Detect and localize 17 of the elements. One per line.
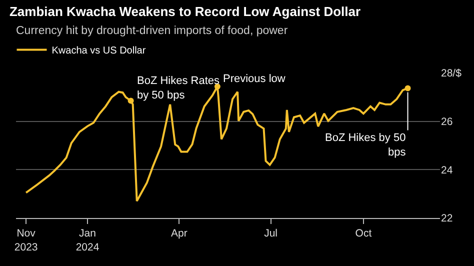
x-tick-label: Nov 2023 xyxy=(14,228,38,254)
annotation: BoZ Hikes Rates by 50 bps xyxy=(137,75,220,102)
y-tick-label: 24 xyxy=(441,164,453,176)
x-tick-label: Apr xyxy=(170,228,188,240)
chart-subtitle: Currency hit by drought-driven imports of food, power xyxy=(16,25,288,37)
y-tick-label: 22 xyxy=(441,212,453,225)
annotation: BoZ Hikes by 50 bps xyxy=(325,132,406,158)
point xyxy=(128,98,134,104)
y-tick-label: 26 xyxy=(441,116,453,128)
point xyxy=(404,85,411,92)
x-tick-label: Jul xyxy=(264,228,278,240)
x-tick-label: Oct xyxy=(355,228,372,240)
chart-title: Zambian Kwacha Weakens to Record Low Against Dollar xyxy=(9,4,361,19)
legend-label: Kwacha vs US Dollar xyxy=(52,46,146,57)
y-tick-label: 28/$ xyxy=(441,68,462,80)
annotation: Previous low xyxy=(223,73,286,85)
x-tick-label: Jan 2024 xyxy=(76,228,100,254)
